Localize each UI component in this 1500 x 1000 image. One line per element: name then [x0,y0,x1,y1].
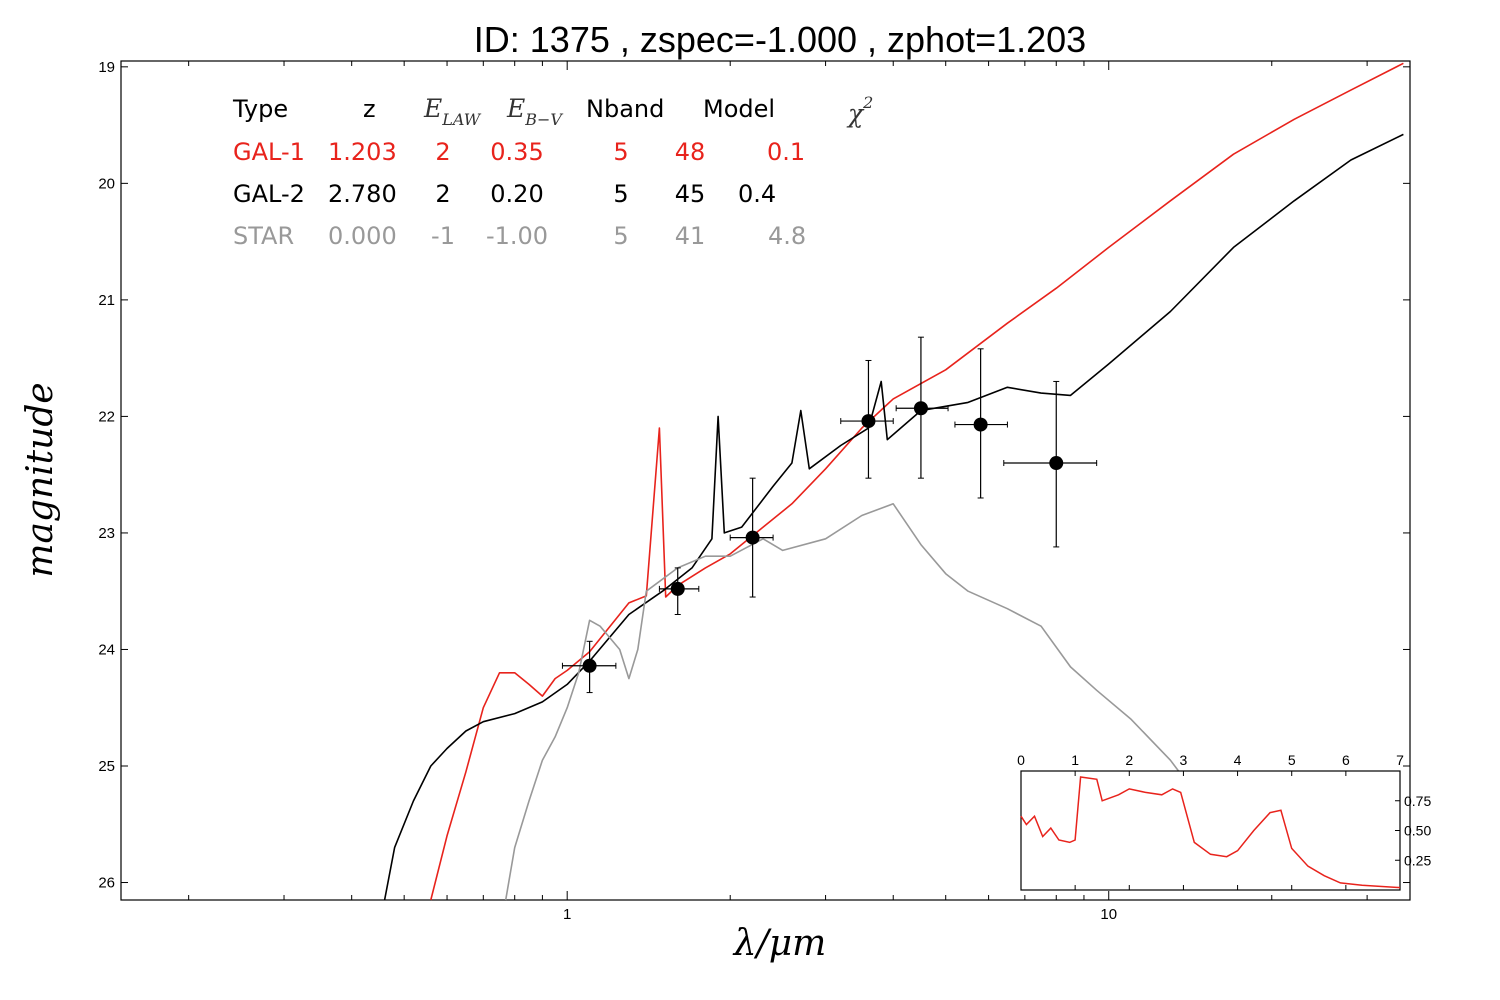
inset-x-tick-label: 2 [1125,752,1133,768]
chart-title: ID: 1375 , zspec=-1.000 , zphot=1.203 [474,19,1086,60]
series-line [383,133,1404,901]
plot-border [120,60,1411,901]
inset-y-tick-label: 0.50 [1404,823,1431,839]
inset-y-tick-label: 0.75 [1404,793,1431,809]
data-point [745,530,760,545]
table-cell-ebv: -1.00 [486,222,548,250]
table-cell-ebv: 0.35 [490,138,543,166]
table-cell-elaw: -1 [431,222,455,250]
table-rows: GAL-1 1.203 2 0.35 5 48 0.1 GAL-2 2.780 2 0.20 5 45 0… [233,138,806,250]
table-header-nband: Nband [586,95,664,123]
table-cell-elaw: 2 [435,138,450,166]
inset-x-tick-label: 7 [1396,752,1404,768]
data-point [861,414,876,429]
x-tick-label: 1 [563,906,571,923]
table-cell-model: 48 [675,138,706,166]
inset-y-tick-label: 0.25 [1404,852,1431,868]
table-cell-model: 45 [675,180,706,208]
inset-frame [1020,770,1401,891]
table-cell-chi2: 0.4 [738,180,776,208]
table-cell-ebv: 0.20 [490,180,543,208]
y-tick-label: 26 [98,875,115,892]
table-header-z: z [363,95,376,123]
inset-x-tick-label: 5 [1288,752,1296,768]
table-header-ebv: EB−V [506,94,563,129]
table-cell-model: 41 [675,222,706,250]
y-tick-label: 22 [98,408,115,425]
x-tick-label: 10 [1100,906,1117,923]
x-axis: 1 10 [188,61,1368,923]
data-point [582,658,597,673]
table-cell-type: STAR [233,222,294,250]
table-cell-nband: 5 [613,180,628,208]
data-point [670,581,685,596]
y-tick-label: 19 [98,59,115,76]
table-header-type: Type [232,95,288,123]
table-cell-nband: 5 [613,222,628,250]
data-point [913,401,928,416]
x-axis-label: λ/μm [732,923,826,964]
inset-x-tick-label: 0 [1017,752,1025,768]
series-line [504,503,1189,901]
table-header-chi2: χ2 [846,93,873,128]
data-point [973,417,988,432]
inset-chart: 0 1 2 3 4 5 6 7 0.25 0.50 0.75 [1017,752,1431,891]
table-header-model: Model [703,95,775,123]
fit-table: Type z ELAW EB−V Nband Model χ2 GAL-1 1.2… [232,93,873,250]
data-point [1049,456,1064,471]
y-tick-label: 21 [98,292,115,309]
y-tick-label: 25 [98,758,115,775]
inset-line [1020,776,1401,889]
y-axis-label: magnitude [20,382,61,577]
table-cell-elaw: 2 [435,180,450,208]
inset-x-tick-label: 1 [1071,752,1079,768]
y-tick-label: 23 [98,525,115,542]
y-tick-label: 24 [98,641,115,658]
y-tick-label: 20 [98,175,115,192]
table-header-elaw: ELAW [423,94,482,129]
table-cell-z: 0.000 [328,222,397,250]
table-cell-nband: 5 [613,138,628,166]
inset-x-tick-label: 6 [1342,752,1350,768]
table-cell-type: GAL-1 [233,138,305,166]
table-cell-chi2: 0.1 [767,138,805,166]
plot-frame [120,60,1411,901]
table-cell-chi2: 4.8 [768,222,806,250]
inset-x-tick-label: 4 [1234,752,1242,768]
inset-x-tick-label: 3 [1180,752,1188,768]
table-cell-z: 2.780 [328,180,397,208]
table-cell-z: 1.203 [328,138,397,166]
photometry-points [561,336,1098,694]
table-cell-type: GAL-2 [233,180,305,208]
